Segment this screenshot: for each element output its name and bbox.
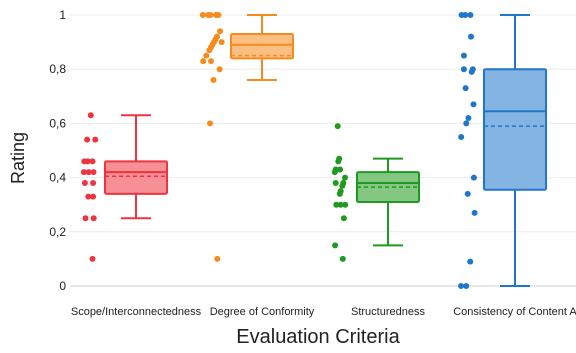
category-label: Consistency of Content A: [453, 306, 576, 318]
data-point: [458, 12, 465, 18]
data-point: [342, 174, 348, 181]
data-point: [90, 169, 97, 176]
data-point: [337, 166, 344, 173]
box-series: [80, 12, 547, 289]
data-point: [218, 39, 225, 46]
data-point: [90, 180, 97, 187]
data-point: [199, 12, 206, 18]
data-point: [85, 169, 92, 176]
data-point: [463, 283, 470, 289]
box: [483, 68, 547, 191]
box: [104, 160, 168, 195]
data-point: [216, 66, 223, 73]
data-point: [200, 58, 207, 65]
y-axis-tick-labels: 0 0,2 0,4 0,6 0,8 1: [49, 8, 66, 293]
x-axis-title: Evaluation Criteria: [236, 326, 400, 348]
data-point: [214, 255, 221, 262]
data-point: [206, 47, 213, 54]
data-point: [203, 52, 210, 59]
data-point: [468, 68, 475, 75]
data-point: [339, 182, 346, 189]
data-point: [467, 258, 474, 265]
series-3: [331, 123, 420, 262]
data-point: [207, 12, 214, 18]
data-point: [90, 193, 97, 200]
data-point: [87, 112, 94, 119]
data-point: [89, 255, 96, 262]
y-tick-label: 0,8: [49, 62, 66, 76]
y-tick-label: 0,6: [49, 116, 66, 130]
data-point: [463, 120, 470, 127]
data-point: [332, 242, 339, 249]
data-point: [81, 180, 88, 187]
category-label: Degree of Conformity: [210, 306, 315, 318]
data-point: [332, 180, 339, 187]
y-tick-label: 0: [59, 279, 66, 293]
data-point: [207, 120, 213, 127]
x-axis-category-labels: Scope/Interconnectedness Degree of Confor…: [71, 306, 576, 318]
y-tick-label: 0,2: [49, 225, 66, 239]
data-point: [92, 136, 99, 143]
data-point: [339, 255, 346, 262]
data-point: [340, 215, 347, 222]
data-point: [471, 209, 478, 216]
data-point: [84, 136, 91, 143]
data-point: [333, 201, 340, 208]
data-point: [210, 77, 217, 84]
data-point: [81, 158, 88, 165]
data-point: [90, 215, 97, 222]
data-point: [460, 52, 467, 59]
data-point: [82, 215, 89, 222]
data-point: [342, 201, 349, 208]
data-point: [85, 193, 92, 200]
data-point: [335, 158, 342, 165]
data-point: [331, 169, 338, 176]
box: [230, 32, 294, 60]
series-1: [80, 112, 168, 262]
data-point: [334, 123, 341, 130]
y-axis-title: Rating: [8, 132, 28, 184]
data-point: [464, 190, 471, 197]
data-point: [467, 12, 474, 18]
data-point: [470, 101, 477, 108]
data-point: [217, 28, 224, 35]
data-point: [460, 66, 467, 73]
data-point: [80, 169, 87, 176]
series-2: [199, 12, 294, 262]
data-point: [215, 12, 222, 18]
y-tick-label: 1: [59, 8, 66, 22]
data-point: [208, 58, 214, 65]
category-label: Structuredness: [351, 306, 425, 318]
data-point: [468, 33, 474, 40]
data-point: [336, 190, 343, 197]
data-point: [458, 133, 465, 140]
data-point: [470, 174, 477, 181]
y-tick-label: 0,4: [49, 171, 66, 185]
data-point: [465, 114, 472, 121]
category-label: Scope/Interconnectedness: [71, 306, 202, 318]
data-point: [337, 201, 344, 208]
data-point: [458, 283, 464, 289]
data-point: [89, 158, 96, 165]
data-point: [462, 85, 469, 92]
series-4: [458, 12, 547, 289]
